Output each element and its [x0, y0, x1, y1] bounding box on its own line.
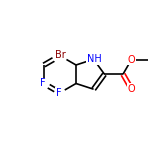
Text: F: F: [56, 88, 62, 98]
Text: F: F: [40, 78, 46, 88]
Text: Br: Br: [55, 50, 65, 60]
Text: O: O: [127, 84, 135, 94]
Text: NH: NH: [87, 54, 102, 64]
Text: O: O: [127, 55, 135, 65]
